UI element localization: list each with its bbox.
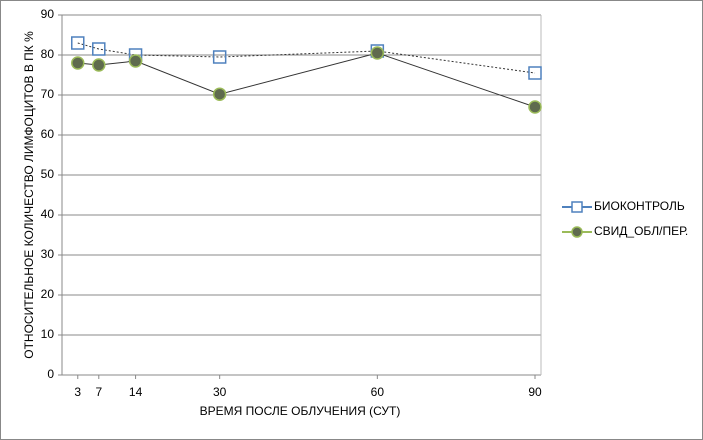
marker (71, 36, 85, 50)
legend-marker (571, 226, 583, 238)
y-tick-label: 10 (41, 327, 55, 341)
legend-label: СВИД_ОБЛ/ПЕР. (594, 224, 688, 238)
marker (212, 87, 227, 101)
x-tick-label: 7 (95, 385, 102, 399)
y-tick-label: 60 (41, 127, 55, 141)
marker (528, 100, 542, 114)
x-tick-label: 90 (528, 385, 542, 399)
y-tick-label: 0 (47, 367, 54, 381)
marker (528, 66, 542, 80)
x-axis-title: ВРЕМЯ ПОСЛЕ ОБЛУЧЕНИЯ (СУТ) (200, 404, 401, 418)
y-tick-label: 40 (41, 207, 55, 221)
x-tick-label: 14 (129, 385, 143, 399)
x-tick-label: 3 (74, 385, 81, 399)
y-tick-label: 80 (41, 47, 55, 61)
marker (71, 56, 85, 70)
y-tick-label: 20 (41, 287, 55, 301)
x-tick-label: 60 (371, 385, 385, 399)
marker (128, 54, 143, 68)
marker (370, 46, 385, 60)
y-tick-label: 90 (41, 7, 55, 21)
legend-label: БИОКОНТРОЛЬ (594, 199, 685, 213)
legend-marker (571, 201, 583, 213)
x-tick-label: 30 (213, 385, 227, 399)
y-tick-label: 30 (41, 247, 55, 261)
y-tick-label: 50 (41, 167, 55, 181)
y-tick-label: 70 (41, 87, 55, 101)
marker (212, 50, 227, 64)
marker (92, 42, 106, 56)
marker (92, 58, 106, 72)
series-line (77, 42, 536, 74)
y-axis-title: ОТНОСИТЕЛЬНОЕ КОЛИЧЕСТВО ЛИМФОЦИТОВ В ПК… (22, 31, 36, 359)
